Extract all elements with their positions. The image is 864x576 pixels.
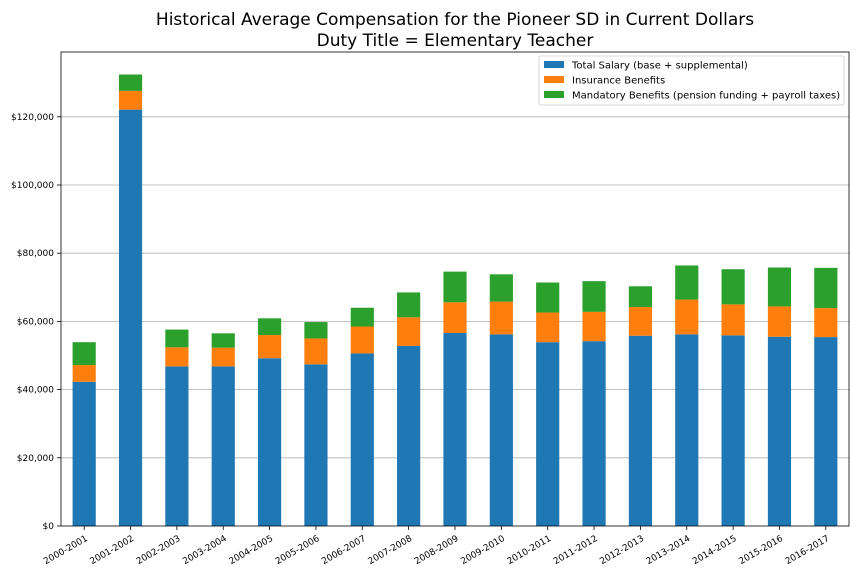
bar-segment	[350, 307, 374, 327]
bar-segment	[304, 322, 328, 339]
legend-label: Insurance Benefits	[572, 76, 665, 87]
x-tick-label: 2010-2011	[506, 534, 553, 567]
y-tick-label: $40,000	[17, 386, 54, 396]
y-tick-label: $20,000	[17, 454, 54, 464]
x-tick-label: 2012-2013	[598, 534, 645, 567]
bar-segment	[721, 304, 745, 336]
bar-segment	[628, 307, 652, 336]
bar-segment	[397, 317, 421, 346]
bar-segment	[165, 366, 189, 526]
bar-segment	[675, 265, 699, 300]
bar-segment	[721, 335, 745, 526]
bars	[72, 74, 838, 526]
bar-segment	[211, 366, 235, 526]
y-tick-label: $100,000	[11, 181, 54, 191]
bar-segment	[675, 299, 699, 335]
y-tick-label: $80,000	[17, 249, 54, 259]
x-tick-label: 2006-2007	[320, 534, 367, 567]
bar-segment	[350, 326, 374, 354]
y-tick-label: $0	[43, 522, 55, 532]
bar-segment	[72, 342, 96, 366]
bar-segment	[304, 338, 328, 365]
x-tick-label: 2013-2014	[645, 534, 693, 567]
bar-segment	[814, 308, 838, 338]
y-tick-label: $60,000	[17, 317, 54, 327]
bar-segment	[536, 282, 560, 313]
x-tick-label: 2014-2015	[691, 534, 738, 567]
x-tick-label: 2007-2008	[367, 534, 415, 567]
x-tick-label: 2005-2006	[274, 534, 322, 567]
legend-label: Total Salary (base + supplemental)	[571, 61, 748, 72]
legend-swatch	[544, 91, 564, 98]
chart-subtitle: Duty Title = Elementary Teacher	[317, 31, 594, 51]
legend-label: Mandatory Benefits (pension funding + pa…	[572, 91, 840, 102]
bar-segment	[258, 335, 282, 359]
x-tick-label: 2000-2001	[42, 534, 89, 567]
bar-segment	[118, 109, 143, 526]
bar-segment	[258, 358, 282, 526]
bar-segment	[211, 347, 235, 367]
bar-segment	[258, 318, 282, 336]
x-tick-label: 2004-2005	[228, 534, 275, 567]
bar-segment	[350, 353, 374, 526]
bar-segment	[675, 334, 699, 526]
bar-segment	[628, 335, 652, 526]
bar-segment	[767, 267, 792, 307]
x-tick-label: 2011-2012	[552, 534, 599, 567]
x-tick-label: 2002-2003	[135, 534, 182, 567]
bar-segment	[211, 333, 235, 348]
x-tick-label: 2001-2002	[89, 534, 136, 567]
legend-swatch	[544, 76, 564, 83]
bar-segment	[628, 286, 652, 308]
bar-segment	[397, 345, 421, 526]
legend: Total Salary (base + supplemental) Insura…	[538, 55, 845, 106]
bar-segment	[304, 364, 328, 526]
y-tick-label: $120,000	[11, 113, 54, 123]
bar-segment	[443, 271, 467, 303]
bar-segment	[814, 337, 838, 526]
bar-segment	[767, 306, 792, 337]
x-tick-label: 2015-2016	[737, 534, 785, 567]
bar-segment	[72, 365, 96, 382]
bar-segment	[814, 267, 838, 309]
bar-segment	[536, 312, 560, 343]
bar-segment	[536, 342, 560, 526]
chart-title: Historical Average Compensation for the …	[156, 10, 754, 30]
legend-swatch	[544, 61, 564, 68]
bar-segment	[489, 334, 513, 526]
bar-segment	[489, 274, 513, 302]
x-tick-label: 2009-2010	[459, 534, 507, 567]
bar-segment	[443, 302, 467, 333]
bar-segment	[165, 329, 189, 348]
bar-segment	[767, 336, 792, 526]
bar-segment	[721, 269, 745, 305]
x-tick-label: 2016-2017	[784, 534, 831, 567]
bar-segment	[118, 74, 143, 91]
x-tick-label: 2003-2004	[181, 534, 229, 567]
bar-segment	[72, 381, 96, 526]
x-tick-label: 2008-2009	[413, 534, 461, 567]
bar-segment	[582, 281, 606, 312]
legend-box	[538, 55, 845, 106]
bar-segment	[397, 292, 421, 318]
bar-segment	[165, 347, 189, 367]
bar-segment	[582, 341, 606, 526]
bar-segment	[443, 332, 467, 526]
bar-segment	[582, 311, 606, 342]
bar-segment	[489, 301, 513, 335]
bar-segment	[118, 90, 143, 110]
